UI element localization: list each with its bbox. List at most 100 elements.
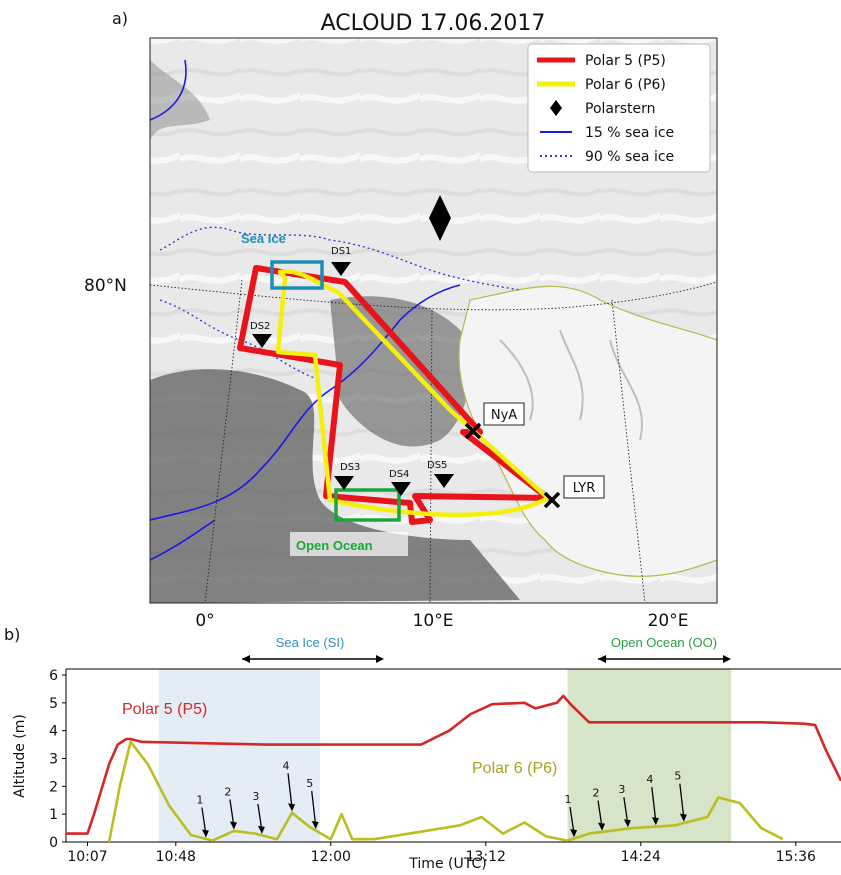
open-ocean-box xyxy=(334,488,401,522)
y-axis-title: Altitude (m) xyxy=(12,714,28,798)
y-tick-label: 2 xyxy=(49,779,58,795)
open-ocean-arrow-head-left xyxy=(598,655,606,663)
sea-ice-range-annotation: Sea Ice (SI) xyxy=(242,635,384,663)
polar5-track xyxy=(237,265,551,525)
marker-label: 4 xyxy=(646,773,653,786)
y-ticks: 0 1 2 3 4 5 6 xyxy=(49,668,66,851)
marker-arrow xyxy=(287,773,293,809)
profile-markers: 1 2 3 4 5 1 2 3 4 5 xyxy=(196,759,687,838)
x-tick-label: 10:07 xyxy=(67,849,107,865)
marker-label: 2 xyxy=(593,787,600,800)
marker-label: 1 xyxy=(196,794,203,807)
ds1-label: DS1 xyxy=(331,246,351,257)
legend-ice15-label: 15 % sea ice xyxy=(585,125,674,141)
dark-water-region-2 xyxy=(330,296,471,447)
ds1-marker xyxy=(331,262,351,276)
legend-box xyxy=(527,43,711,173)
shaded-range-2 xyxy=(567,669,732,842)
legend-p5-label: Polar 5 (P5) xyxy=(585,53,666,69)
marker-label: 3 xyxy=(618,783,625,796)
sea-ice-arrow-head-left xyxy=(242,655,250,663)
legend-polarstern-swatch xyxy=(550,100,562,116)
dark-water-region xyxy=(150,369,520,603)
marker-label: 1 xyxy=(565,793,572,806)
lyr-cross xyxy=(543,491,561,509)
ice-90-contour xyxy=(159,226,521,381)
x-tick-label: 10:48 xyxy=(156,849,196,865)
panel-a-title: ACLOUD 17.06.2017 xyxy=(321,11,546,36)
p5-series-label: Polar 5 (P5) xyxy=(122,701,207,718)
sea-ice-range-label: Sea Ice (SI) xyxy=(276,635,345,650)
x-tick-label: 13:12 xyxy=(466,849,506,865)
map-frame xyxy=(149,37,718,604)
ds4-label: DS4 xyxy=(389,469,409,480)
x-ticks: 10:07 10:48 12:00 13:12 14:24 15:36 xyxy=(67,842,816,865)
open-ocean-range-label: Open Ocean (OO) xyxy=(611,635,717,650)
x-tick-label: 14:24 xyxy=(621,849,661,865)
marker-arrow-head xyxy=(288,803,296,812)
marker-arrow xyxy=(679,783,685,819)
polarstern-marker xyxy=(429,195,451,241)
ds5-marker xyxy=(434,474,454,488)
x-tick-label: 12:00 xyxy=(311,849,351,865)
ds2-marker xyxy=(252,334,272,348)
panel-a-letter: a) xyxy=(112,9,128,28)
open-ocean-range-annotation: Open Ocean (OO) xyxy=(598,635,731,663)
sea-ice-arrow-head-right xyxy=(376,655,384,663)
dropsonde-markers xyxy=(252,262,454,496)
marker-arrow xyxy=(651,787,657,823)
marker-arrow-head xyxy=(651,817,659,826)
nya-label-box xyxy=(483,402,525,426)
nya-cross xyxy=(464,422,482,440)
panel-b-letter: b) xyxy=(4,625,20,644)
marker-label: 5 xyxy=(306,777,313,790)
marker-arrow-head xyxy=(623,819,631,828)
marker-arrow xyxy=(311,790,317,827)
lon-label-0: 0° xyxy=(195,611,214,631)
legend-polarstern-label: Polarstern xyxy=(585,101,656,117)
panel-b: b) Sea Ice (SI) Open Ocean (OO) 0123456 … xyxy=(4,625,841,872)
marker-label: 2 xyxy=(224,785,231,798)
x-tick-label: 15:36 xyxy=(776,849,816,865)
y-tick-label: 5 xyxy=(49,696,58,712)
legend-ice90-label: 90 % sea ice xyxy=(585,149,674,165)
ds3-label: DS3 xyxy=(340,462,360,473)
lat-label-80n: 80°N xyxy=(84,276,127,296)
marker-arrow-head xyxy=(679,813,687,822)
y-tick-label: 3 xyxy=(49,752,58,768)
p6-series-label: Polar 6 (P6) xyxy=(472,760,557,777)
ds2-label: DS2 xyxy=(250,321,270,332)
svalbard-detail xyxy=(499,329,643,441)
sea-ice-box xyxy=(270,260,324,290)
marker-arrow-head xyxy=(598,822,606,831)
polar6-track xyxy=(275,269,551,518)
series-line-p5 xyxy=(66,694,841,835)
marker-arrow-head xyxy=(311,821,319,830)
ds5-label: DS5 xyxy=(427,460,447,471)
map-legend: Polar 5 (P5) Polar 6 (P6) Polarstern 15 … xyxy=(527,43,711,173)
ds4-marker xyxy=(391,482,411,496)
legend-p6-label: Polar 6 (P6) xyxy=(585,77,666,93)
lon-label-20e: 20°E xyxy=(648,611,689,631)
y-tick-label: 4 xyxy=(49,724,58,740)
nya-label: NyA xyxy=(491,408,517,423)
ds3-marker xyxy=(334,476,354,490)
graticule-meridians xyxy=(204,279,646,603)
series-lines xyxy=(66,694,841,843)
y-tick-label: 0 xyxy=(49,835,58,851)
open-ocean-arrow-head-right xyxy=(723,655,731,663)
series-line-p6 xyxy=(107,740,784,843)
marker-label: 4 xyxy=(283,759,290,772)
panel-a: a) ACLOUD 17.06.2017 xyxy=(84,9,718,631)
y-tick-label: 6 xyxy=(49,668,58,684)
marker-arrow-head xyxy=(570,829,578,838)
x-axis-title: Time (UTC) xyxy=(408,856,486,872)
lyr-label-box xyxy=(563,475,605,499)
open-ocean-box-label: Open Ocean xyxy=(296,538,373,553)
sea-ice-box-label: Sea Ice xyxy=(241,231,286,246)
dark-water-region-3 xyxy=(150,60,210,140)
open-ocean-label-bg xyxy=(290,532,408,556)
marker-arrow-head xyxy=(257,825,265,834)
lon-label-10e: 10°E xyxy=(413,611,454,631)
